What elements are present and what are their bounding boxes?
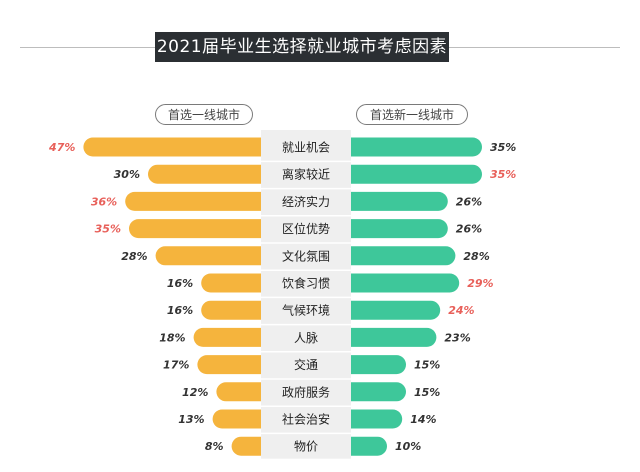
chart-title: 2021届毕业生选择就业城市考虑因素 (155, 32, 449, 62)
right-value-label-12: 10% (395, 440, 421, 453)
right-value-label-4: 26% (456, 223, 482, 236)
category-label-6: 饮食习惯 (282, 276, 330, 291)
left-bar-9 (197, 355, 272, 375)
left-value-label-9: 17% (163, 359, 189, 372)
category-cell-4 (261, 216, 351, 242)
left-bar-8 (193, 327, 272, 347)
category-cell-1 (261, 134, 351, 160)
left-value-label-1: 47% (48, 141, 75, 154)
category-label-9: 交通 (294, 357, 318, 372)
left-value-label-3: 36% (91, 195, 117, 208)
right-value-label-7: 24% (448, 304, 474, 317)
right-bar-9 (339, 355, 406, 375)
category-cell-6 (261, 270, 351, 296)
title-rule-left (20, 47, 155, 48)
legend-new-first-tier: 首选新一线城市 (356, 104, 468, 125)
left-value-label-2: 30% (114, 168, 140, 181)
category-label-2: 离家较近 (282, 167, 330, 182)
left-bar-10 (216, 382, 272, 402)
category-cell-7 (261, 297, 351, 323)
right-bar-7 (339, 300, 441, 320)
right-bar-2 (339, 164, 482, 184)
right-value-label-2: 35% (490, 168, 516, 181)
right-value-label-5: 28% (463, 250, 489, 263)
category-label-3: 经济实力 (282, 194, 330, 209)
category-label-5: 文化氛围 (282, 248, 330, 263)
category-cell-12 (261, 433, 351, 459)
category-cell-2 (261, 161, 351, 187)
right-value-label-6: 29% (467, 277, 493, 290)
left-value-label-12: 8% (205, 440, 224, 453)
left-bar-4 (129, 219, 272, 239)
right-bar-6 (339, 273, 460, 293)
left-bar-11 (212, 409, 272, 429)
category-label-10: 政府服务 (282, 384, 330, 399)
category-cell-11 (261, 406, 351, 432)
category-label-8: 人脉 (294, 330, 318, 345)
category-label-7: 气候环境 (282, 303, 330, 318)
category-label-1: 就业机会 (282, 141, 330, 155)
right-value-label-9: 15% (414, 359, 440, 372)
category-cell-3 (261, 188, 351, 214)
right-bar-10 (339, 382, 406, 402)
right-bar-11 (339, 409, 403, 429)
category-cell-8 (261, 324, 351, 350)
left-value-label-8: 18% (159, 331, 185, 344)
category-cell-9 (261, 352, 351, 378)
left-value-label-11: 13% (178, 413, 204, 426)
left-value-label-10: 12% (182, 386, 208, 399)
title-rule-right (449, 47, 620, 48)
right-bar-1 (339, 137, 482, 157)
left-bar-1 (83, 137, 273, 157)
right-bar-4 (339, 219, 448, 239)
left-value-label-7: 16% (167, 304, 193, 317)
right-value-label-8: 23% (444, 331, 470, 344)
right-value-label-3: 26% (456, 195, 482, 208)
left-bar-2 (148, 164, 272, 184)
legend-first-tier: 首选一线城市 (155, 104, 253, 125)
left-bar-5 (155, 246, 272, 266)
right-value-label-1: 35% (490, 141, 516, 154)
right-bar-3 (339, 191, 448, 211)
category-label-4: 区位优势 (282, 221, 330, 236)
left-value-label-6: 16% (167, 277, 193, 290)
right-value-label-10: 15% (414, 386, 440, 399)
category-label-12: 物价 (294, 440, 318, 454)
right-bar-8 (339, 327, 437, 347)
category-cell-10 (261, 379, 351, 405)
right-value-label-11: 14% (410, 413, 436, 426)
left-bar-3 (125, 191, 272, 211)
right-bar-5 (339, 246, 456, 266)
left-value-label-4: 35% (95, 223, 121, 236)
left-bar-7 (201, 300, 272, 320)
left-value-label-5: 28% (121, 250, 147, 263)
category-label-11: 社会治安 (282, 412, 330, 427)
left-bar-6 (201, 273, 272, 293)
category-cell-5 (261, 243, 351, 269)
